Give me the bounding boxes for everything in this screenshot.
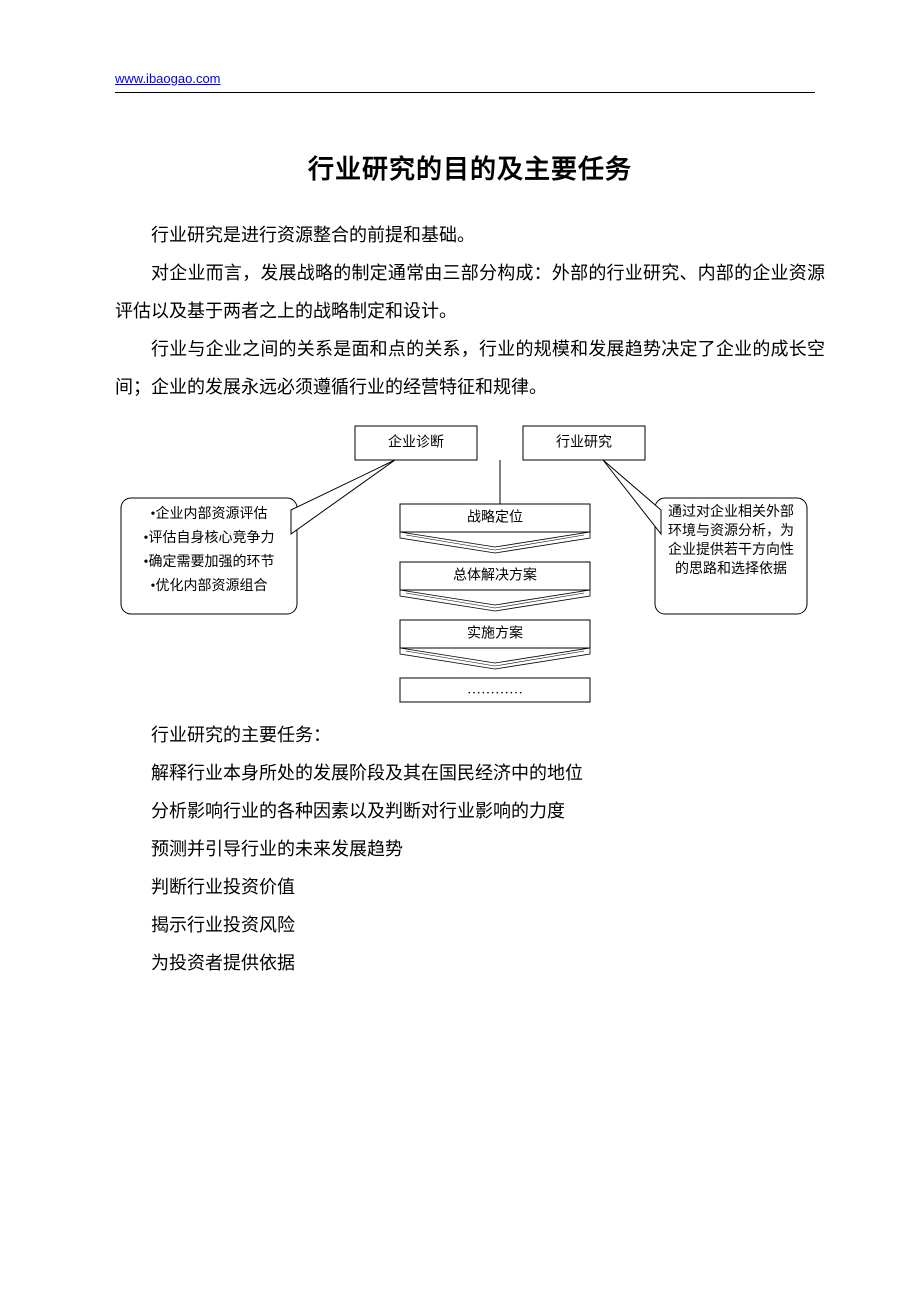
flowchart-svg: 企业诊断 行业研究 •企业内部资源评估 •评估自身核心竞争力 •确定需要加强的环节 •优化… — [115, 418, 815, 708]
header-url-link[interactable]: www.ibaogao.com — [115, 71, 221, 86]
svg-text:战略定位: 战略定位 — [467, 510, 523, 526]
task-item: 解释行业本身所处的发展阶段及其在国民经济中的地位 — [115, 754, 825, 792]
svg-text:企业提供若干方向性: 企业提供若干方向性 — [668, 541, 794, 558]
svg-text:行业研究: 行业研究 — [556, 435, 612, 451]
flowchart-diagram: 企业诊断 行业研究 •企业内部资源评估 •评估自身核心竞争力 •确定需要加强的环节 •优化… — [115, 418, 815, 708]
svg-text:的思路和选择依据: 的思路和选择依据 — [675, 561, 787, 577]
task-item: 分析影响行业的各种因素以及判断对行业影响的力度 — [115, 792, 825, 830]
task-item: 判断行业投资价值 — [115, 868, 825, 906]
page-title: 行业研究的目的及主要任务 — [115, 149, 825, 186]
header-divider — [115, 92, 815, 93]
intro-paragraphs: 行业研究是进行资源整合的前提和基础。 对企业而言，发展战略的制定通常由三部分构成… — [115, 216, 825, 406]
task-item: 为投资者提供依据 — [115, 944, 825, 982]
svg-text:•评估自身核心竞争力: •评估自身核心竞争力 — [144, 529, 275, 546]
tasks-heading: 行业研究的主要任务： — [115, 716, 825, 754]
svg-text:总体解决方案: 总体解决方案 — [453, 567, 537, 584]
paragraph-1: 行业研究是进行资源整合的前提和基础。 — [115, 216, 825, 254]
paragraph-2: 对企业而言，发展战略的制定通常由三部分构成：外部的行业研究、内部的企业资源评估以… — [115, 254, 825, 330]
paragraph-3: 行业与企业之间的关系是面和点的关系，行业的规模和发展趋势决定了企业的成长空间；企… — [115, 330, 825, 406]
svg-text:实施方案: 实施方案 — [467, 625, 523, 642]
svg-text:环境与资源分析，为: 环境与资源分析，为 — [668, 523, 794, 539]
svg-text:企业诊断: 企业诊断 — [388, 434, 444, 451]
tasks-section: 行业研究的主要任务： 解释行业本身所处的发展阶段及其在国民经济中的地位 分析影响… — [115, 716, 825, 982]
svg-text:•企业内部资源评估: •企业内部资源评估 — [151, 505, 268, 522]
svg-text:通过对企业相关外部: 通过对企业相关外部 — [668, 503, 794, 520]
svg-text:…………: ………… — [467, 683, 523, 698]
svg-text:•优化内部资源组合: •优化内部资源组合 — [151, 578, 268, 594]
task-item: 揭示行业投资风险 — [115, 906, 825, 944]
task-item: 预测并引导行业的未来发展趋势 — [115, 830, 825, 868]
svg-text:•确定需要加强的环节: •确定需要加强的环节 — [144, 554, 275, 570]
